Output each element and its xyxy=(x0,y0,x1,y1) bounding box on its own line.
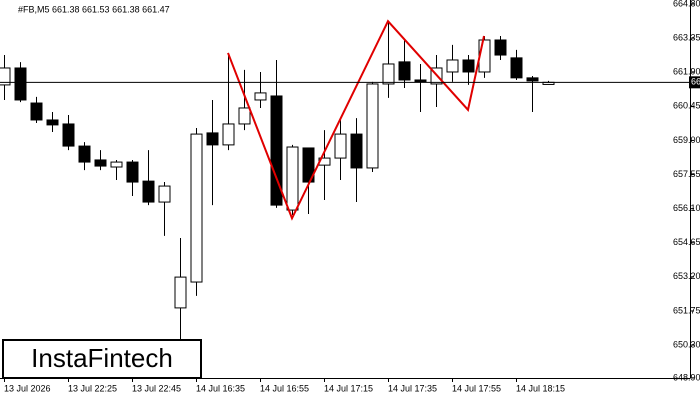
y-tick-label: 664.80 xyxy=(673,0,700,8)
candle-body xyxy=(254,92,267,101)
candle-body xyxy=(62,123,75,147)
plot xyxy=(0,3,694,382)
candle-body xyxy=(0,67,11,86)
candle-body xyxy=(350,133,363,169)
pattern-line xyxy=(227,19,485,221)
candle-body xyxy=(462,59,475,73)
last-price-label: 661.47 xyxy=(691,77,700,87)
y-tick-label: 654.65 xyxy=(673,237,700,247)
candle-body xyxy=(14,67,27,101)
candle-body xyxy=(206,132,219,146)
candle-body xyxy=(446,59,459,73)
chart-title: #FB,M5 661.38 661.53 661.38 661.47 xyxy=(18,4,170,14)
y-tick-label: 650.30 xyxy=(673,339,700,349)
candle-body xyxy=(190,133,203,283)
candle-body xyxy=(78,145,91,163)
candle-body xyxy=(510,57,523,79)
candle-body xyxy=(414,79,427,83)
candle-body xyxy=(110,161,123,168)
x-tick-label: 13 Jul 2026 xyxy=(4,383,51,393)
y-tick-label: 660.45 xyxy=(673,101,700,111)
candle-body xyxy=(334,133,347,159)
y-tick-label: 653.20 xyxy=(673,271,700,281)
logo: InstaFintech xyxy=(31,343,173,373)
candle-body xyxy=(46,119,59,126)
candle-body xyxy=(366,83,379,169)
x-tick-label: 14 Jul 17:15 xyxy=(324,383,373,393)
candle-body xyxy=(30,102,43,121)
candle-body xyxy=(238,107,251,125)
candle-body xyxy=(222,123,235,146)
candle-body xyxy=(526,77,539,82)
y-tick-label: 659.00 xyxy=(673,135,700,145)
y-tick-label: 651.75 xyxy=(673,305,700,315)
candle-body xyxy=(494,39,507,56)
y-tick-label: 648.90 xyxy=(673,372,700,382)
candle-body xyxy=(94,159,107,167)
x-tick-label: 13 Jul 22:25 xyxy=(68,383,117,393)
logo-box xyxy=(2,339,202,379)
y-tick-label: 657.55 xyxy=(673,169,700,179)
candle-body xyxy=(174,276,187,309)
x-tick-label: 14 Jul 17:55 xyxy=(452,383,501,393)
y-tick-label: 663.35 xyxy=(673,32,700,42)
x-tick-label: 14 Jul 16:55 xyxy=(260,383,309,393)
x-tick-label: 14 Jul 17:35 xyxy=(388,383,437,393)
candle-body xyxy=(286,146,299,211)
candle-body xyxy=(142,180,155,203)
candle-body xyxy=(126,161,139,183)
x-tick-label: 14 Jul 16:35 xyxy=(196,383,245,393)
y-tick-label: 661.90 xyxy=(673,67,700,77)
candle-body xyxy=(382,63,395,85)
candle-body xyxy=(398,61,411,81)
candle-body xyxy=(302,147,315,183)
x-tick-label: 14 Jul 18:15 xyxy=(516,383,565,393)
candle-body xyxy=(158,185,171,203)
y-tick-label: 656.10 xyxy=(673,203,700,213)
candle-body xyxy=(270,95,283,206)
x-tick-label: 13 Jul 22:45 xyxy=(132,383,181,393)
last-price-box xyxy=(689,76,700,89)
